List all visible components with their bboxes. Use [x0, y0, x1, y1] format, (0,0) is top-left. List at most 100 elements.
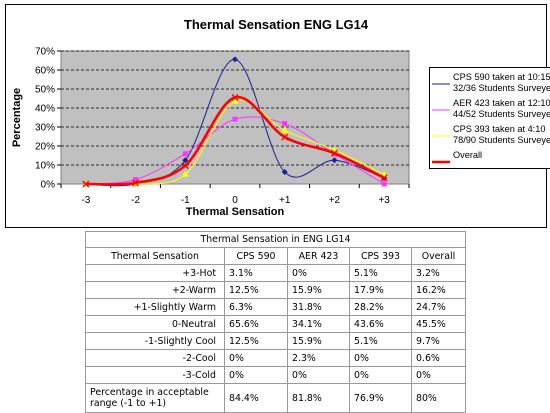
data-point-3: [330, 149, 338, 157]
row-value: 28.2%: [349, 298, 412, 316]
row-value: 0.6%: [411, 349, 466, 367]
y-tick-label: 30%: [35, 123, 55, 134]
legend-label-cps393: CPS 393 taken at 4:10 78/90 Students Sur…: [453, 124, 550, 145]
data-point-1: [182, 151, 188, 157]
footer-overall: 80%: [411, 383, 466, 413]
footer-label: Percentage in acceptable range (-1 to +1…: [85, 383, 225, 413]
data-point-3: [281, 133, 289, 141]
data-point-1: [381, 181, 387, 187]
y-tick-label: 70%: [35, 47, 55, 58]
legend-label-cps590: CPS 590 taken at 10:15 32/36 Students Su…: [453, 72, 550, 93]
x-tick-label: -2: [131, 195, 140, 206]
row-value: 0%: [411, 366, 466, 384]
data-point-1: [232, 116, 238, 122]
y-tick-label: 50%: [35, 85, 55, 96]
row-value: 12.5%: [224, 281, 288, 299]
data-point-3: [380, 174, 388, 182]
chart-legend: CPS 590 taken at 10:15 32/36 Students Su…: [429, 67, 550, 169]
row-value: 15.9%: [287, 281, 350, 299]
row-value: 12.5%: [224, 332, 288, 350]
x-tick-label: -1: [181, 195, 190, 206]
row-value: 65.6%: [224, 315, 288, 333]
row-value: 0%: [349, 349, 412, 367]
y-tick-label: 60%: [35, 66, 55, 77]
data-point-2: [181, 170, 189, 177]
x-tick-label: +3: [378, 195, 390, 206]
x-tick-label: -3: [81, 195, 90, 206]
data-point-3: [181, 162, 189, 170]
x-tick-label: 0: [232, 195, 238, 206]
row-value: 34.1%: [287, 315, 350, 333]
legend-swatch-aer423: [432, 101, 450, 111]
data-point-1: [133, 177, 139, 183]
table-row: +2-Warm 12.5% 15.9% 17.9% 16.2%: [85, 281, 466, 299]
chart-panel: Thermal Sensation ENG LG14 Percentage Ther…: [5, 4, 550, 228]
row-value: 24.7%: [411, 298, 466, 316]
row-value: 0%: [287, 264, 350, 282]
row-value: 15.9%: [287, 332, 350, 350]
legend-label-overall: Overall: [453, 150, 483, 160]
y-axis-label: Percentage: [11, 88, 23, 147]
header-aer423: AER 423: [287, 247, 350, 265]
table-row: +1-Slightly Warm 6.3% 31.8% 28.2% 24.7%: [85, 298, 466, 316]
x-tick-label: +1: [279, 195, 291, 206]
legend-swatch-overall: [432, 153, 450, 164]
table-row: -2-Cool 0% 2.3% 0% 0.6%: [85, 349, 466, 367]
row-value: 3.2%: [411, 264, 466, 282]
row-value: 0%: [287, 366, 350, 384]
row-label: +3-Hot: [85, 264, 225, 282]
row-value: 16.2%: [411, 281, 466, 299]
legend-label-aer423: AER 423 taken at 12:10 44/52 Students Su…: [453, 98, 550, 119]
chart-title: Thermal Sensation ENG LG14: [184, 17, 369, 32]
header-thermal-sensation: Thermal Sensation: [85, 247, 225, 265]
row-value: 9.7%: [411, 332, 466, 350]
y-tick-label: 10%: [35, 161, 55, 172]
table-row: -1-Slightly Cool 12.5% 15.9% 5.1% 9.7%: [85, 332, 466, 350]
line-chart: Thermal Sensation ENG LG14 Percentage Ther…: [11, 17, 410, 218]
x-axis-label: Thermal Sensation: [186, 206, 285, 218]
table-caption: Thermal Sensation in ENG LG14: [85, 231, 466, 248]
y-tick-label: 0%: [41, 180, 56, 191]
table-row: 0-Neutral 65.6% 34.1% 43.6% 45.5%: [85, 315, 466, 333]
table-header-row: Thermal Sensation CPS 590 AER 423 CPS 39…: [85, 247, 466, 265]
row-value: 31.8%: [287, 298, 350, 316]
table-footer-row: Percentage in acceptable range (-1 to +1…: [85, 383, 466, 413]
table-body: +3-Hot 3.1% 0% 5.1% 3.2% +2-Warm 12.5% 15.9% 17.…: [85, 264, 466, 384]
row-value: 6.3%: [224, 298, 288, 316]
row-value: 0%: [349, 366, 412, 384]
data-point-1: [282, 121, 288, 127]
row-value: 0%: [224, 349, 288, 367]
row-value: 5.1%: [349, 264, 412, 282]
row-value: 2.3%: [287, 349, 350, 367]
y-tick-label: 40%: [35, 104, 55, 115]
row-label: 0-Neutral: [85, 315, 225, 333]
table-row: +3-Hot 3.1% 0% 5.1% 3.2%: [85, 264, 466, 282]
row-label: -1-Slightly Cool: [85, 332, 225, 350]
row-label: -3-Cold: [85, 366, 225, 384]
header-cps393: CPS 393: [349, 247, 412, 265]
data-point-0: [331, 157, 338, 164]
row-label: +2-Warm: [85, 281, 225, 299]
row-value: 43.6%: [349, 315, 412, 333]
y-tick-label: 20%: [35, 142, 55, 153]
row-value: 5.1%: [349, 332, 412, 350]
data-point-2: [231, 97, 239, 104]
row-value: 17.9%: [349, 281, 412, 299]
x-tick-label: +2: [329, 195, 341, 206]
legend-swatch-cps590: [432, 75, 450, 85]
footer-cps590: 84.4%: [224, 383, 288, 413]
row-value: 3.1%: [224, 264, 288, 282]
table-row: -3-Cold 0% 0% 0% 0%: [85, 366, 466, 384]
data-point-0: [232, 56, 238, 63]
row-label: -2-Cool: [85, 349, 225, 367]
data-point-2: [281, 126, 289, 133]
row-value: 45.5%: [411, 315, 466, 333]
footer-aer423: 81.8%: [287, 383, 350, 413]
legend-swatch-cps393: [432, 127, 450, 137]
data-point-3: [132, 179, 140, 187]
header-overall: Overall: [411, 247, 466, 265]
summary-table: Thermal Sensation in ENG LG14 Thermal Se…: [85, 231, 466, 413]
row-value: 0%: [224, 366, 288, 384]
data-point-3: [82, 180, 90, 188]
footer-cps393: 76.9%: [349, 383, 412, 413]
